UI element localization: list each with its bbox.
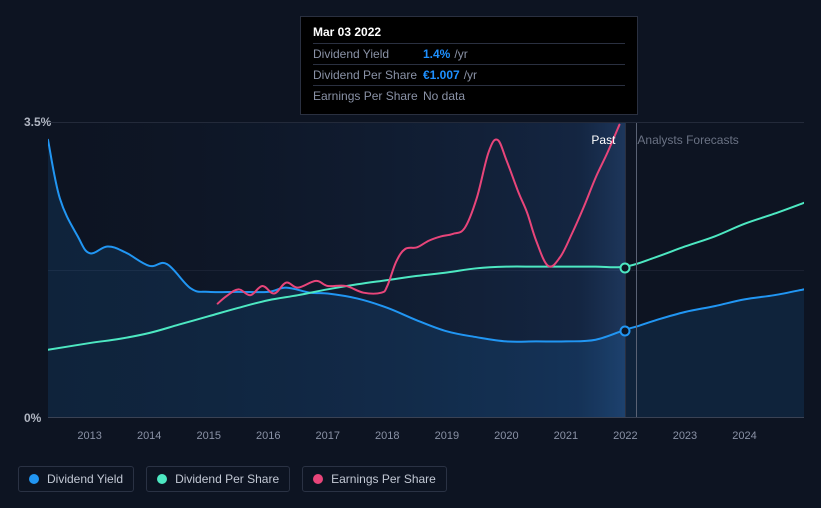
legend-dot-icon <box>157 474 167 484</box>
legend-dot-icon <box>313 474 323 484</box>
legend-item-earnings-per-share[interactable]: Earnings Per Share <box>302 466 447 492</box>
dividend-chart[interactable]: 3.5% 0% Past Analysts Forecasts 20132014… <box>18 100 804 450</box>
tooltip-label: Dividend Yield <box>313 47 423 61</box>
x-axis-label: 2013 <box>77 430 101 442</box>
cursor-line <box>636 123 637 417</box>
tooltip-label: Earnings Per Share <box>313 89 423 103</box>
x-axis-label: 2017 <box>316 430 340 442</box>
chart-marker <box>620 262 631 273</box>
region-label-forecast: Analysts Forecasts <box>637 133 738 147</box>
tooltip-value: 1.4% <box>423 47 450 61</box>
tooltip-value: €1.007 <box>423 68 460 82</box>
x-axis-label: 2022 <box>613 430 637 442</box>
x-axis-label: 2020 <box>494 430 518 442</box>
legend-label: Dividend Per Share <box>175 472 279 486</box>
legend-item-dividend-yield[interactable]: Dividend Yield <box>18 466 134 492</box>
tooltip-row-earnings-per-share: Earnings Per Share No data <box>313 85 625 106</box>
region-label-past: Past <box>591 133 615 147</box>
tooltip-label: Dividend Per Share <box>313 68 423 82</box>
legend-label: Earnings Per Share <box>331 472 436 486</box>
legend-label: Dividend Yield <box>47 472 123 486</box>
legend-item-dividend-per-share[interactable]: Dividend Per Share <box>146 466 290 492</box>
plot-area[interactable]: Past Analysts Forecasts <box>48 122 804 418</box>
y-axis-min-label: 0% <box>24 411 41 425</box>
x-axis-label: 2015 <box>196 430 220 442</box>
x-axis-label: 2021 <box>554 430 578 442</box>
chart-tooltip: Mar 03 2022 Dividend Yield 1.4% /yr Divi… <box>300 16 638 115</box>
chart-marker <box>620 326 631 337</box>
legend-dot-icon <box>29 474 39 484</box>
chart-legend: Dividend Yield Dividend Per Share Earnin… <box>18 466 447 492</box>
tooltip-value: No data <box>423 89 465 103</box>
tooltip-row-dividend-yield: Dividend Yield 1.4% /yr <box>313 43 625 64</box>
tooltip-unit: /yr <box>464 68 477 82</box>
x-axis-label: 2016 <box>256 430 280 442</box>
chart-lines <box>48 123 804 417</box>
tooltip-row-dividend-per-share: Dividend Per Share €1.007 /yr <box>313 64 625 85</box>
tooltip-unit: /yr <box>454 47 467 61</box>
x-axis-labels: 2013 2014 2015 2016 2017 2018 2019 2020 2021 2022… <box>48 430 804 450</box>
x-axis-label: 2023 <box>673 430 697 442</box>
x-axis-label: 2024 <box>732 430 756 442</box>
x-axis-label: 2018 <box>375 430 399 442</box>
x-axis-label: 2014 <box>137 430 161 442</box>
tooltip-date: Mar 03 2022 <box>313 25 625 43</box>
x-axis-label: 2019 <box>435 430 459 442</box>
